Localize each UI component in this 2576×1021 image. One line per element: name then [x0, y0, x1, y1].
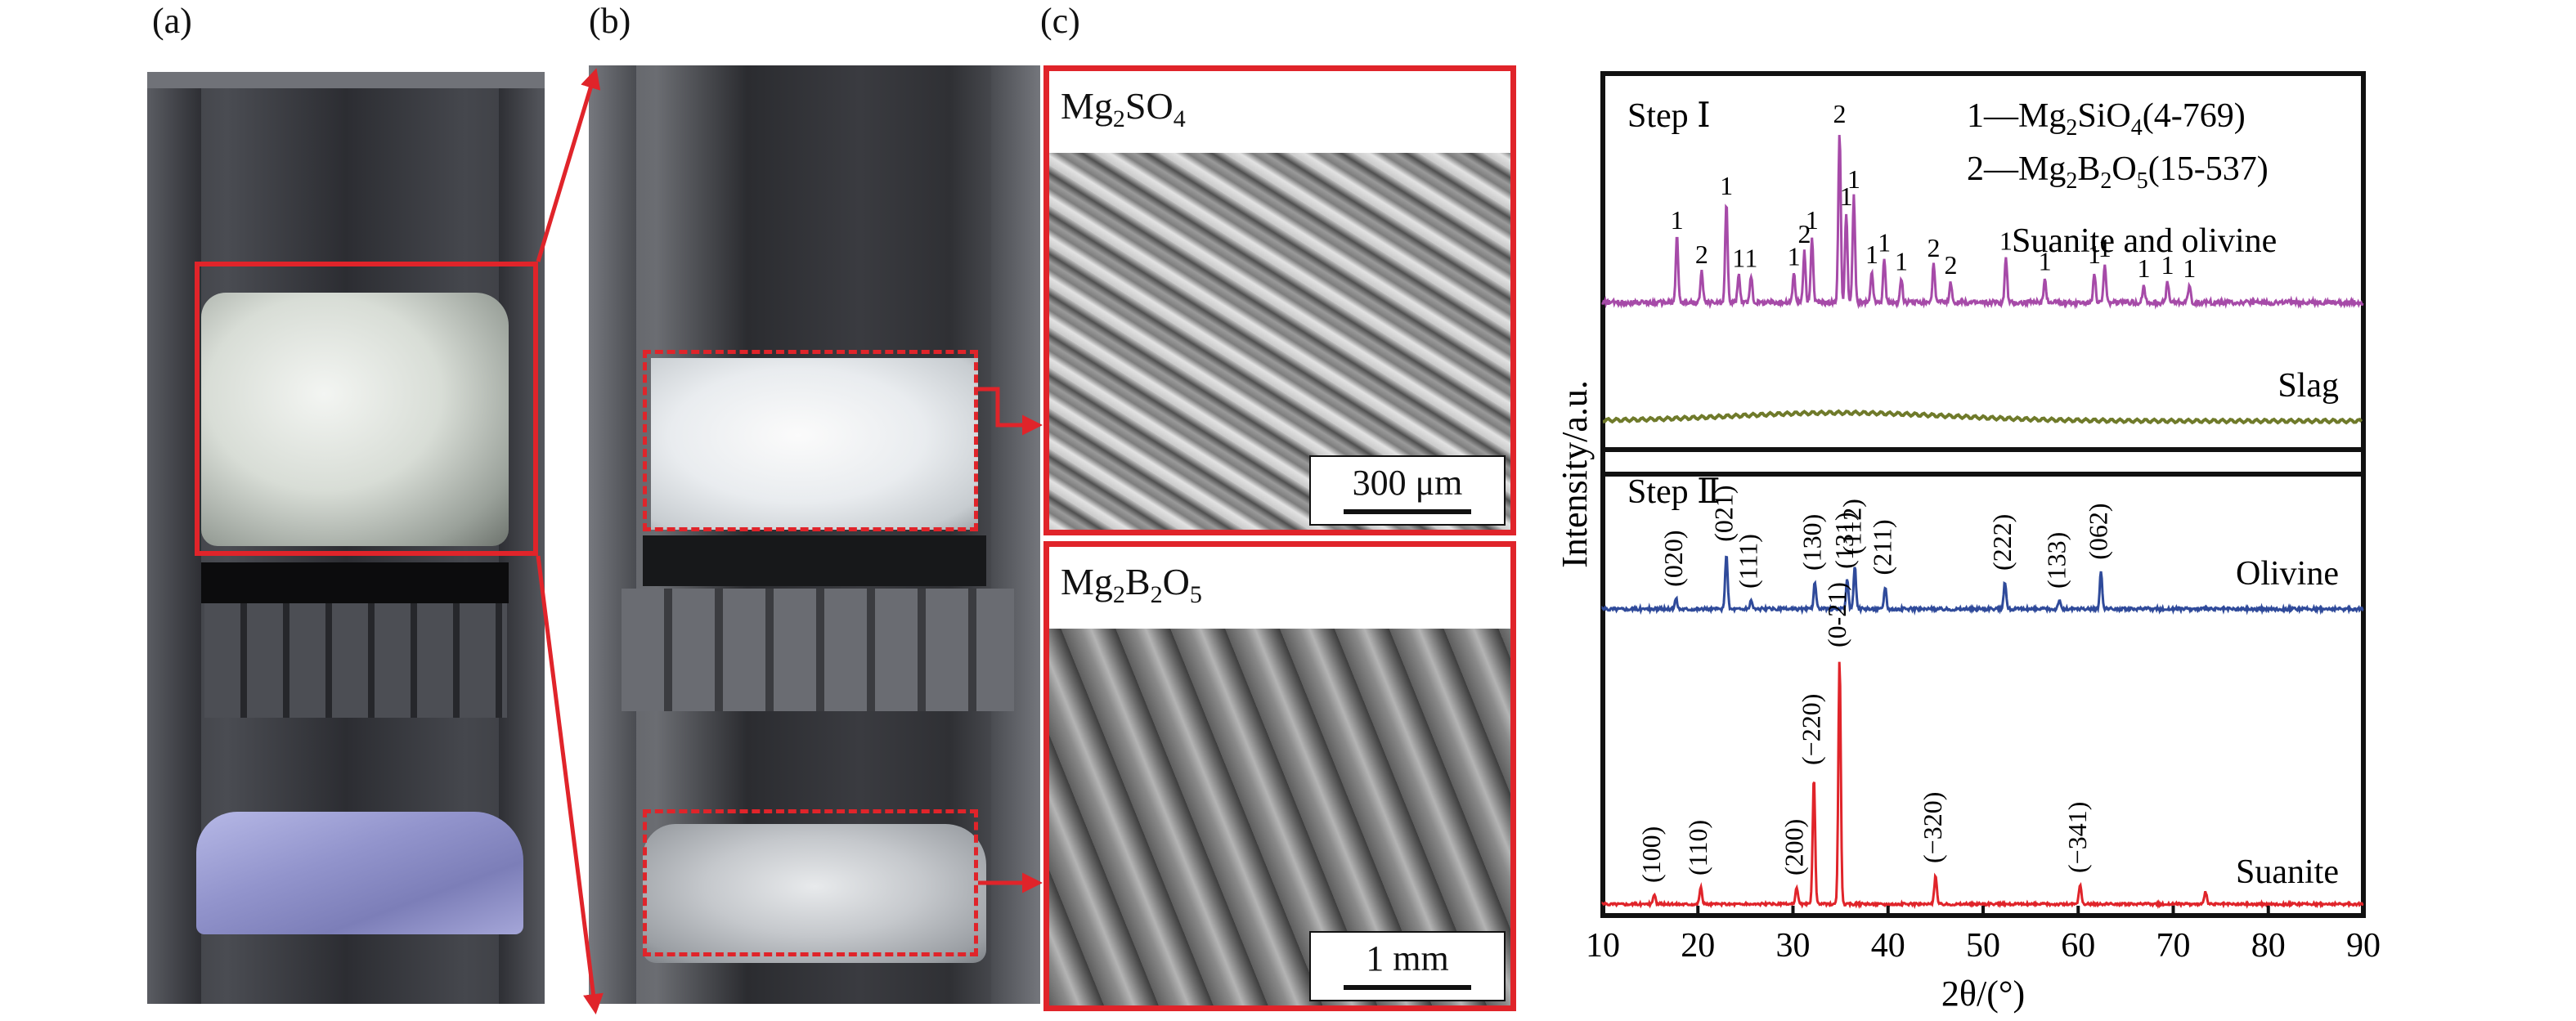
- step1-title: Step Ⅰ: [1627, 97, 1711, 135]
- olivine-peak-label: (222): [1987, 514, 2017, 571]
- highlight-box-a: [195, 262, 538, 556]
- step1-peak-label: 2: [1833, 99, 1846, 128]
- olivine-peak-label: (112): [1837, 499, 1866, 554]
- step1-peak-label: 2: [1928, 233, 1941, 262]
- step1-peak-label: 1: [1671, 205, 1684, 235]
- borate-glass: [643, 824, 986, 963]
- scalebar-bottom: 1 mm: [1309, 931, 1506, 1001]
- white-deposit: [201, 293, 509, 546]
- step1-peak-label: 1: [1865, 240, 1878, 269]
- slag-series-line: [1602, 409, 2363, 425]
- olivine-peak-label: (211): [1868, 519, 1897, 575]
- panel-label-b: (b): [589, 1, 631, 41]
- suanite-peak-label: (−341): [2062, 802, 2092, 873]
- step1-peak-label: 1: [1788, 241, 1801, 271]
- step1-peak-label: 1: [2039, 247, 2052, 276]
- olivine-peak-label: (133): [2041, 532, 2071, 589]
- olivine-peak-label: (131): [1829, 512, 1859, 568]
- step1-peak-label: 2: [1695, 240, 1708, 269]
- sem-bottom-title: Mg2B2O5: [1061, 561, 1202, 609]
- step1-peak-label: 1: [2183, 253, 2196, 283]
- suanite-peak-label: (−320): [1918, 792, 1947, 863]
- dashed-box-bottom: [643, 809, 978, 956]
- olivine-label: Olivine: [2236, 555, 2339, 593]
- x-tick-label: 10: [1586, 927, 1620, 965]
- scalebar-top: 300 μm: [1309, 455, 1506, 526]
- panel-label-c: (c): [1040, 1, 1080, 41]
- x-tick-label: 80: [2251, 927, 2286, 965]
- step1-peak-label: 1: [1895, 247, 1908, 276]
- olivine-peak-label: (062): [2083, 503, 2112, 559]
- step1-peak-label: 1: [1847, 164, 1860, 194]
- step1-peak-label: 1: [1732, 243, 1745, 272]
- step1-peak-label: 1: [2161, 250, 2174, 280]
- suanite-series-line: [1601, 661, 2364, 910]
- step1-peak-label: 1: [1878, 228, 1891, 257]
- suanite-label: Suanite: [2236, 853, 2339, 891]
- legend-2: 2—Mg2B2O5(15-537): [1967, 150, 2269, 194]
- olivine-peak-label: (130): [1797, 514, 1827, 571]
- step1-series-line: [1601, 135, 2364, 310]
- crucible-photo-b: [589, 65, 1040, 1004]
- panel-label-a: (a): [152, 1, 192, 41]
- legend-1: 1—Mg2SiO4(4-769): [1967, 97, 2246, 141]
- olivine-peak-label: (021): [1708, 485, 1738, 541]
- suanite-peak-label: (110): [1683, 820, 1712, 875]
- x-tick-label: 40: [1871, 927, 1905, 965]
- step1-peak-label: 1: [1744, 243, 1757, 272]
- x-tick-label: 90: [2346, 927, 2381, 965]
- dashed-box-top: [643, 350, 978, 531]
- y-axis-label: Intensity/a.u.: [1555, 380, 1595, 568]
- sulfate-deposit: [651, 358, 978, 530]
- step1-peak-label: 1: [1720, 171, 1733, 200]
- suanite-peak-label: (0-21): [1822, 582, 1851, 647]
- x-tick-label: 30: [1776, 927, 1811, 965]
- x-tick-label: 60: [2061, 927, 2095, 965]
- olivine-series-line: [1601, 555, 2364, 616]
- x-axis-label: 2θ/(°): [1941, 974, 2025, 1014]
- x-tick-label: 50: [1966, 927, 2000, 965]
- step1-peak-label: 1: [1999, 226, 2013, 255]
- sem-panel-bottom: Mg2B2O5 1 mm: [1043, 541, 1516, 1011]
- olivine-peak-label: (111): [1734, 534, 1763, 589]
- glass-slag: [196, 812, 523, 934]
- scalebar-bottom-label: 1 mm: [1366, 938, 1449, 978]
- step1-peak-label: 2: [1797, 219, 1811, 249]
- step1-series-label: Suanite and olivine: [2012, 222, 2277, 260]
- slag-label: Slag: [2278, 367, 2339, 405]
- step1-peak-label: 1: [1840, 181, 1853, 211]
- step2-title: Step Ⅱ: [1627, 473, 1721, 511]
- step1-peak-label: 1: [2137, 253, 2150, 283]
- step1-peak-label: 1: [1806, 205, 1819, 235]
- suanite-peak-label: (−220): [1796, 694, 1825, 765]
- olivine-peak-label: (020): [1658, 530, 1688, 586]
- sem-panel-top: Mg2SO4 300 μm: [1043, 65, 1516, 535]
- step1-peak-label: 1: [2088, 240, 2101, 269]
- scalebar-top-label: 300 μm: [1352, 463, 1463, 503]
- step1-peak-label: 2: [1944, 250, 1957, 280]
- x-tick-label: 70: [2156, 927, 2191, 965]
- step1-frame: [1600, 71, 2366, 477]
- x-tick-label: 20: [1681, 927, 1715, 965]
- sem-top-title: Mg2SO4: [1061, 85, 1186, 133]
- step1-peak-label: 1: [2098, 233, 2112, 262]
- suanite-peak-label: (200): [1779, 819, 1808, 875]
- suanite-peak-label: (100): [1636, 826, 1666, 883]
